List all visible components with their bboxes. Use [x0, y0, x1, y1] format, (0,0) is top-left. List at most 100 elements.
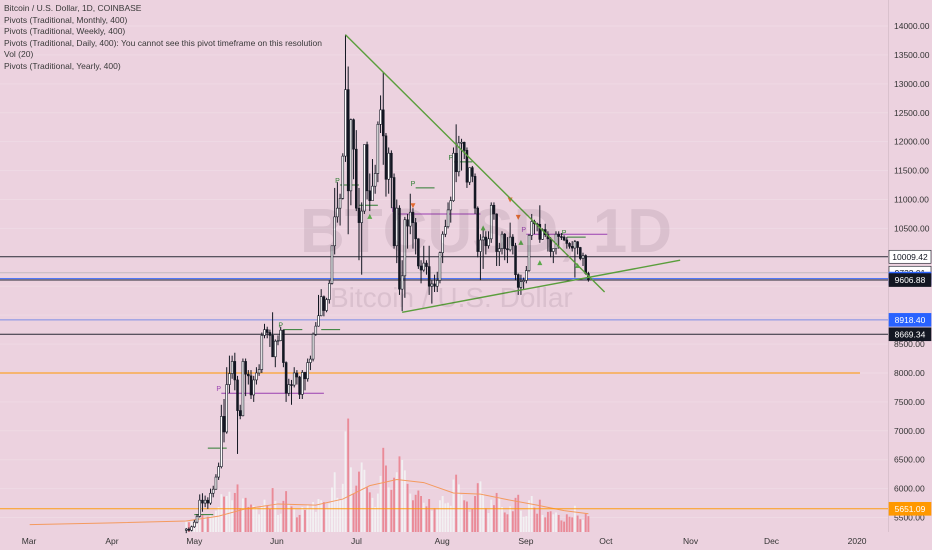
- volume-bar: [360, 462, 363, 532]
- y-tick-label[interactable]: 8000.00: [894, 368, 925, 378]
- x-tick-label[interactable]: Mar: [22, 536, 37, 546]
- volume-bar: [358, 471, 360, 532]
- y-tick-label[interactable]: 11000.00: [894, 195, 929, 205]
- candle-body: [387, 152, 390, 180]
- price-badge-bg: [888, 502, 932, 516]
- candle-body: [562, 236, 566, 241]
- y-tick-label[interactable]: 8500.00: [894, 339, 925, 349]
- signal-marker: [410, 203, 416, 209]
- volume-bar: [422, 502, 425, 532]
- pivot-label: P: [216, 386, 221, 393]
- y-tick-label[interactable]: 7500.00: [894, 397, 925, 407]
- candle-body: [247, 373, 250, 377]
- y-tick-label[interactable]: 11500.00: [894, 166, 929, 176]
- volume-bar: [514, 497, 517, 532]
- y-tick-label[interactable]: 7000.00: [894, 426, 925, 436]
- candle-body: [460, 141, 463, 144]
- volume-bar: [244, 497, 247, 532]
- candle-body: [276, 340, 280, 342]
- candle-body: [328, 283, 331, 300]
- volume-bar: [260, 505, 263, 532]
- candle-body: [206, 499, 210, 504]
- volume-bar: [239, 508, 242, 532]
- candle-body: [525, 270, 528, 281]
- candle-body: [530, 221, 533, 236]
- volume-bar: [398, 456, 401, 532]
- candle-body: [265, 329, 269, 333]
- candle-body: [419, 265, 423, 271]
- candle-body: [508, 236, 512, 251]
- candle-body: [581, 255, 585, 259]
- volume-bars: [185, 418, 590, 532]
- candle-body: [427, 266, 431, 287]
- candle-body: [481, 236, 485, 241]
- y-tick-label[interactable]: 5500.00: [894, 513, 925, 523]
- volume-bar: [366, 487, 369, 532]
- candles: [184, 34, 590, 534]
- candle-body: [503, 233, 507, 249]
- x-tick-label[interactable]: Aug: [435, 536, 450, 546]
- volume-bar: [201, 514, 204, 532]
- volume-bar: [331, 487, 333, 532]
- candle-body: [298, 376, 301, 395]
- x-tick-label[interactable]: Nov: [683, 536, 699, 546]
- legend-item-monthly-pivots[interactable]: Pivots (Traditional, Monthly, 400): [4, 14, 128, 25]
- y-tick-label[interactable]: 14000.00: [894, 21, 930, 31]
- candle-body: [344, 89, 347, 157]
- candle-body: [479, 239, 482, 252]
- y-tick-label[interactable]: 6500.00: [894, 455, 925, 465]
- price-badge: 8918.40: [888, 313, 932, 327]
- legend-item-volume[interactable]: Vol (20): [4, 49, 34, 59]
- legend-item-daily-pivots[interactable]: Pivots (Traditional, Daily, 400): You ca…: [4, 37, 322, 48]
- x-tick-label[interactable]: Oct: [599, 536, 613, 546]
- volume-bar: [476, 483, 479, 532]
- legend-item-yearly-pivots[interactable]: Pivots (Traditional, Yearly, 400): [4, 60, 121, 71]
- candle-body: [209, 492, 212, 504]
- volume-bar: [471, 508, 474, 532]
- x-tick-label[interactable]: May: [186, 536, 203, 546]
- volume-bar: [341, 483, 344, 532]
- x-tick-label[interactable]: Sep: [518, 536, 533, 546]
- pivot-label: P: [521, 227, 526, 234]
- candle-body: [263, 329, 266, 336]
- volume-bar: [285, 491, 288, 532]
- x-tick-label[interactable]: 2020: [848, 536, 867, 546]
- x-tick-label[interactable]: Jun: [270, 536, 284, 546]
- candle-body: [457, 142, 461, 173]
- y-tick-label[interactable]: 12000.00: [894, 137, 930, 147]
- candle-body: [236, 379, 239, 411]
- candle-body: [225, 384, 228, 433]
- volume-bar: [536, 513, 539, 532]
- volume-bar: [579, 519, 582, 532]
- y-tick-label[interactable]: 13500.00: [894, 50, 930, 60]
- candle-body: [381, 109, 385, 137]
- x-tick-label[interactable]: Apr: [105, 536, 118, 546]
- x-tick-label[interactable]: Dec: [764, 536, 780, 546]
- candle-body: [371, 185, 374, 201]
- x-tick-label[interactable]: Jul: [351, 536, 362, 546]
- candle-body: [220, 416, 223, 467]
- y-tick-label[interactable]: 6000.00: [894, 484, 925, 494]
- pivot-label: P: [562, 230, 567, 237]
- y-tick-label[interactable]: 10500.00: [894, 223, 930, 233]
- candle-body: [363, 144, 366, 212]
- candle-body: [565, 239, 569, 244]
- candle-body: [452, 152, 455, 201]
- volume-bar: [258, 514, 261, 532]
- volume-bar: [385, 465, 387, 532]
- candle-body: [309, 358, 312, 363]
- candle-body: [522, 280, 525, 282]
- chart-title[interactable]: Bitcoin / U.S. Dollar, 1D, COINBASE: [4, 3, 142, 13]
- y-tick-label[interactable]: 13000.00: [894, 79, 930, 89]
- legend-item-weekly-pivots[interactable]: Pivots (Traditional, Weekly, 400): [4, 26, 126, 36]
- candle-body: [557, 233, 560, 237]
- candle-body: [290, 384, 293, 386]
- candle-body: [430, 283, 434, 287]
- volume-bar: [241, 498, 244, 532]
- y-tick-label[interactable]: 12500.00: [894, 108, 930, 118]
- volume-bar: [217, 506, 220, 532]
- volume-bar: [517, 494, 520, 532]
- signal-marker: [515, 214, 521, 220]
